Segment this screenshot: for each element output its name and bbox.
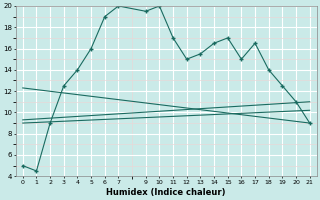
X-axis label: Humidex (Indice chaleur): Humidex (Indice chaleur)	[107, 188, 226, 197]
